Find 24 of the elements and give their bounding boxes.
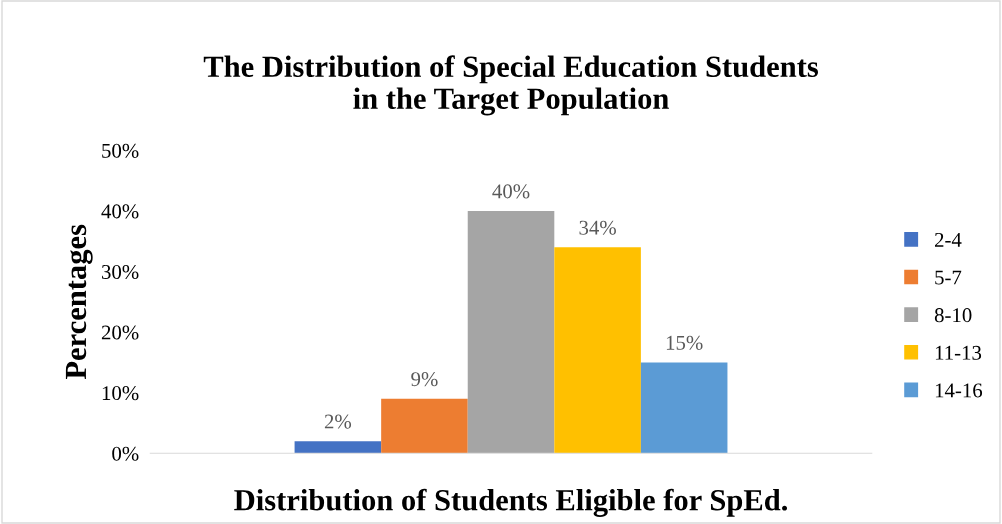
legend-label: 14-16 xyxy=(935,383,983,398)
y-tick-label: 40% xyxy=(101,204,139,219)
legend-label: 11-13 xyxy=(935,345,982,360)
legend-label: 8-10 xyxy=(934,308,972,323)
bar xyxy=(381,398,468,454)
bar xyxy=(554,247,641,454)
data-label: 2% xyxy=(324,414,352,429)
y-axis-title: Percentages xyxy=(65,224,93,380)
y-tick-label: 20% xyxy=(101,325,139,340)
bar xyxy=(467,210,555,454)
bar xyxy=(640,362,728,454)
x-axis-title: Distribution of Students Eligible for SpEd. xyxy=(234,488,788,517)
data-label: 15% xyxy=(666,335,703,350)
legend-label: 5-7 xyxy=(935,270,962,285)
y-tick-label: 10% xyxy=(102,386,139,401)
legend-label: 2-4 xyxy=(935,232,962,247)
data-label: 9% xyxy=(411,372,438,387)
y-tick-label: 0% xyxy=(112,446,139,461)
y-tick-label: 30% xyxy=(102,264,139,280)
data-label: 40% xyxy=(492,184,530,199)
y-tick-label: 50% xyxy=(102,143,139,158)
bar xyxy=(294,441,382,454)
chart-title: The Distribution of Special Education Students in the Target Population xyxy=(203,55,819,116)
data-label: 34% xyxy=(579,220,616,235)
